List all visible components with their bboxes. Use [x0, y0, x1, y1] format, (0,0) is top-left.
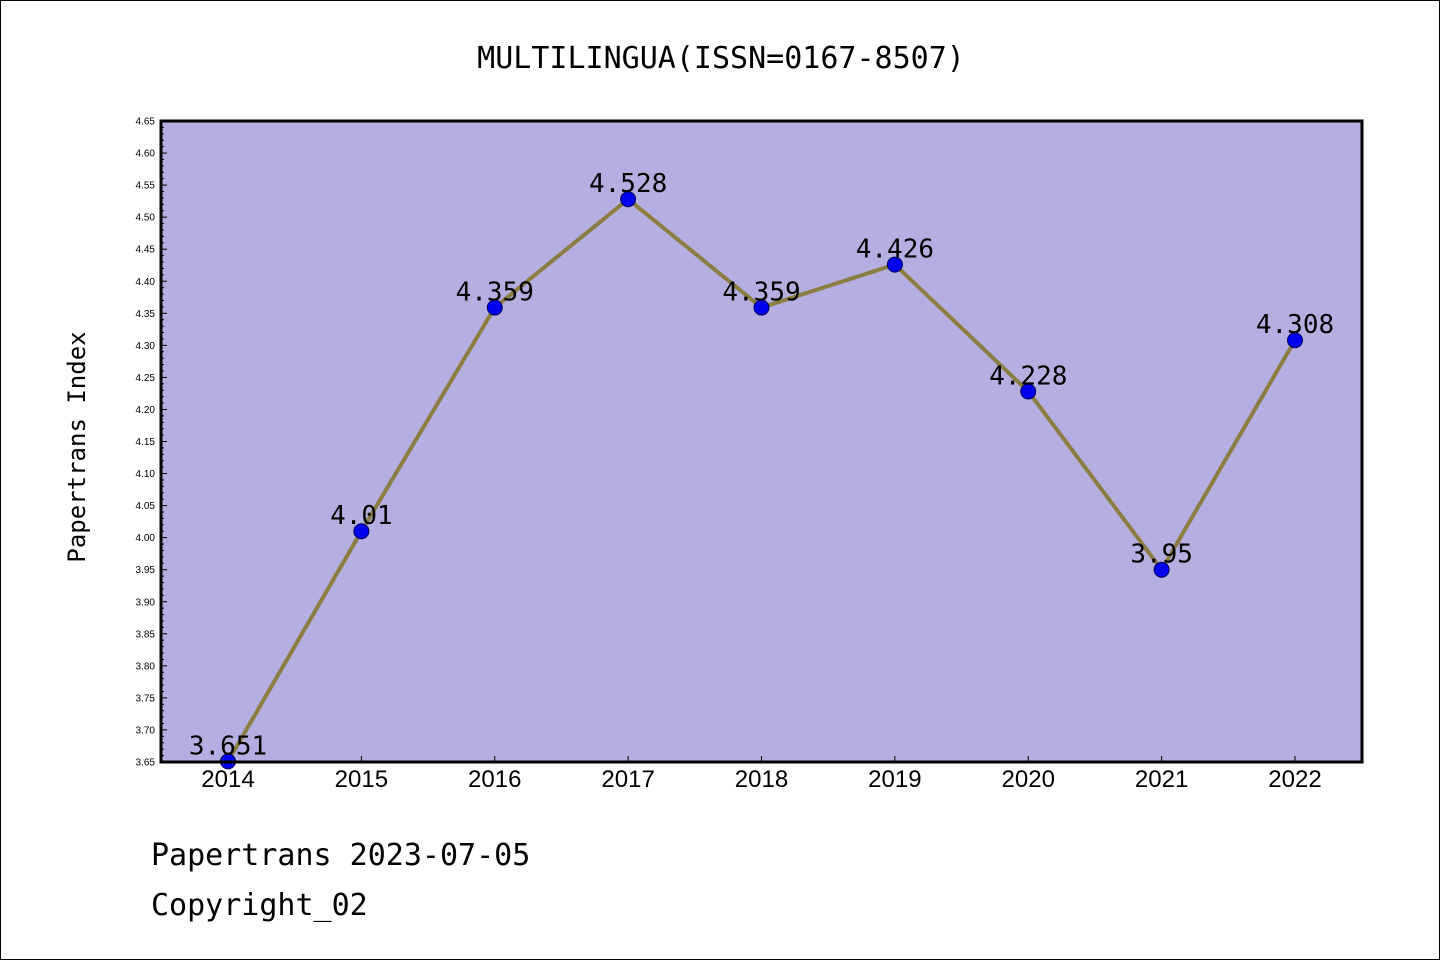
footer-date: Papertrans 2023-07-05 [151, 838, 530, 873]
x-tick-label: 2017 [601, 766, 654, 793]
footer-copyright: Copyright_02 [151, 888, 368, 923]
data-point [620, 191, 637, 208]
y-tick-label: 3.85 [136, 629, 156, 640]
x-tick-label: 2021 [1135, 766, 1188, 793]
data-point [486, 299, 503, 316]
x-tick-label: 2019 [868, 766, 921, 793]
data-label: 4.01 [330, 501, 393, 531]
data-label: 4.308 [1256, 310, 1334, 340]
y-tick-label: 3.90 [136, 597, 156, 608]
x-axis: 2014 2015 2016 2017 2018 2019 2020 2021 2022 [201, 756, 1322, 793]
chart-title: MULTILINGUA(ISSN=0167-8507) [477, 41, 965, 76]
data-label: 3.95 [1130, 540, 1193, 570]
y-tick-label: 4.40 [136, 277, 156, 288]
y-tick-label: 4.05 [136, 501, 156, 512]
plot-area [161, 121, 1362, 762]
y-tick-label: 4.50 [136, 213, 156, 224]
y-tick-label: 3.70 [136, 725, 156, 736]
y-tick-label: 3.80 [136, 661, 156, 672]
data-label: 4.528 [589, 169, 667, 199]
y-tick-label: 4.20 [136, 405, 156, 416]
data-point [1020, 383, 1037, 400]
x-tick-label: 2022 [1268, 766, 1321, 793]
plot-border [159, 119, 1364, 764]
x-tick-label: 2020 [1002, 766, 1055, 793]
y-tick-label: 4.15 [136, 437, 156, 448]
data-label: 4.228 [989, 362, 1067, 392]
data-point [753, 299, 770, 316]
y-tick-label: 3.75 [136, 693, 156, 704]
y-tick-label: 4.45 [136, 245, 156, 256]
y-tick-label: 4.10 [136, 469, 156, 480]
y-axis-label: Papertrans Index [63, 331, 91, 562]
y-tick-label: 3.65 [136, 758, 156, 769]
y-tick-label: 4.65 [136, 117, 156, 128]
data-point [886, 256, 903, 273]
data-label: 4.426 [856, 235, 934, 265]
y-tick-label: 4.60 [136, 149, 156, 160]
y-tick-label: 4.55 [136, 181, 156, 192]
y-tick-label: 4.30 [136, 341, 156, 352]
data-point [1153, 561, 1170, 578]
x-tick-label: 2018 [735, 766, 788, 793]
y-tick-label: 4.35 [136, 309, 156, 320]
x-tick-label: 2015 [335, 766, 388, 793]
y-tick-label: 4.25 [136, 373, 156, 384]
x-tick-label: 2016 [468, 766, 521, 793]
y-tick-label: 3.95 [136, 565, 156, 576]
data-label: 4.359 [456, 278, 534, 308]
data-label: 4.359 [722, 278, 800, 308]
data-point [353, 523, 370, 540]
x-tick-label: 2014 [201, 766, 254, 793]
y-tick-label: 4.00 [136, 533, 156, 544]
series-layer: 3.651 4.01 4.359 4.528 4.359 4.426 4.228 3.95 4.… [189, 169, 1334, 770]
data-point [1287, 332, 1303, 349]
data-label: 3.651 [189, 731, 267, 761]
